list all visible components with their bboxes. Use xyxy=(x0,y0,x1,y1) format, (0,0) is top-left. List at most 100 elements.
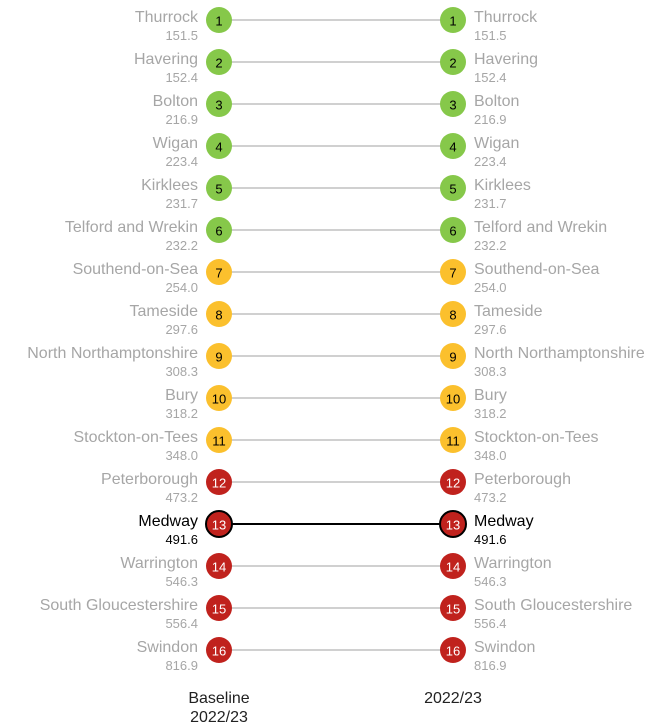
rank-marker xyxy=(206,217,232,243)
rank-label: 3 xyxy=(215,98,222,113)
rank-label: 13 xyxy=(212,518,226,533)
item-name: Stockton-on-Tees xyxy=(474,429,599,446)
rank-label: 9 xyxy=(215,350,222,365)
item-name: Warrington xyxy=(474,555,552,572)
item-value: 297.6 xyxy=(165,322,198,337)
item-value: 151.5 xyxy=(474,28,507,43)
item-value: 254.0 xyxy=(165,280,198,295)
rank-label: 16 xyxy=(446,644,460,659)
rank-label: 4 xyxy=(449,140,456,155)
rank-marker xyxy=(206,343,232,369)
item-value: 223.4 xyxy=(165,154,198,169)
rank-marker xyxy=(206,133,232,159)
rank-marker xyxy=(440,343,466,369)
rank-marker xyxy=(206,175,232,201)
item-name: Medway xyxy=(474,513,534,530)
rank-label: 14 xyxy=(446,560,460,575)
rank-marker xyxy=(440,217,466,243)
item-name: Bury xyxy=(165,387,198,404)
item-name: Kirklees xyxy=(141,177,198,194)
rank-label: 10 xyxy=(212,392,226,407)
item-value: 152.4 xyxy=(474,70,507,85)
item-value: 232.2 xyxy=(474,238,507,253)
item-value: 308.3 xyxy=(474,364,507,379)
rank-label: 16 xyxy=(212,644,226,659)
item-value: 491.6 xyxy=(165,532,198,547)
rank-marker xyxy=(440,175,466,201)
column-label: 2022/23 xyxy=(424,690,482,707)
rank-label: 8 xyxy=(215,308,222,323)
rank-marker xyxy=(206,7,232,33)
rank-marker xyxy=(440,7,466,33)
item-name: Telford and Wrekin xyxy=(474,219,608,236)
item-value: 231.7 xyxy=(165,196,198,211)
rank-label: 10 xyxy=(446,392,460,407)
rank-label: 15 xyxy=(212,602,226,617)
item-value: 546.3 xyxy=(165,574,198,589)
rank-marker xyxy=(206,595,232,621)
rank-marker xyxy=(439,510,467,538)
item-value: 318.2 xyxy=(165,406,198,421)
item-name: Southend-on-Sea xyxy=(72,261,198,278)
rank-marker xyxy=(206,469,232,495)
item-name: Peterborough xyxy=(101,471,198,488)
item-name: Tameside xyxy=(129,303,198,320)
item-name: South Gloucestershire xyxy=(39,597,198,614)
item-name: Southend-on-Sea xyxy=(474,261,600,278)
item-name: Havering xyxy=(474,51,539,68)
rank-label: 6 xyxy=(449,224,456,239)
rank-marker xyxy=(440,49,466,75)
item-value: 223.4 xyxy=(474,154,507,169)
rank-label: 11 xyxy=(212,434,226,449)
rank-marker xyxy=(440,301,466,327)
item-name: Stockton-on-Tees xyxy=(73,429,198,446)
rank-marker xyxy=(440,427,466,453)
item-name: Warrington xyxy=(120,555,198,572)
item-value: 556.4 xyxy=(165,616,198,631)
rank-label: 12 xyxy=(212,476,226,491)
rank-marker xyxy=(206,427,232,453)
item-name: Thurrock xyxy=(134,9,198,26)
rank-marker xyxy=(440,91,466,117)
item-value: 308.3 xyxy=(165,364,198,379)
item-name: Medway xyxy=(138,513,198,530)
item-value: 816.9 xyxy=(165,658,198,673)
item-name: Wigan xyxy=(152,135,198,152)
rank-label: 2 xyxy=(215,56,222,71)
item-name: South Gloucestershire xyxy=(474,597,633,614)
rank-label: 15 xyxy=(446,602,460,617)
rank-label: 1 xyxy=(215,14,222,29)
item-value: 216.9 xyxy=(474,112,507,127)
item-value: 231.7 xyxy=(474,196,507,211)
rank-marker xyxy=(206,91,232,117)
rank-label: 11 xyxy=(446,434,460,449)
item-value: 232.2 xyxy=(165,238,198,253)
rank-marker xyxy=(206,259,232,285)
rank-label: 8 xyxy=(449,308,456,323)
rank-marker xyxy=(440,259,466,285)
rank-label: 5 xyxy=(449,182,456,197)
rank-marker xyxy=(440,595,466,621)
item-value: 473.2 xyxy=(474,490,507,505)
item-name: Havering xyxy=(133,51,198,68)
item-name: Wigan xyxy=(474,135,520,152)
rank-label: 7 xyxy=(449,266,456,281)
item-value: 254.0 xyxy=(474,280,507,295)
item-name: Thurrock xyxy=(474,9,538,26)
rank-label: 4 xyxy=(215,140,222,155)
item-value: 546.3 xyxy=(474,574,507,589)
rank-marker xyxy=(440,469,466,495)
rank-marker xyxy=(206,553,232,579)
item-name: North Northamptonshire xyxy=(27,345,198,362)
item-name: Peterborough xyxy=(474,471,571,488)
item-value: 152.4 xyxy=(165,70,198,85)
item-value: 318.2 xyxy=(474,406,507,421)
item-value: 297.6 xyxy=(474,322,507,337)
item-value: 348.0 xyxy=(165,448,198,463)
item-value: 556.4 xyxy=(474,616,507,631)
rank-label: 5 xyxy=(215,182,222,197)
rank-marker xyxy=(206,49,232,75)
rank-marker xyxy=(440,553,466,579)
